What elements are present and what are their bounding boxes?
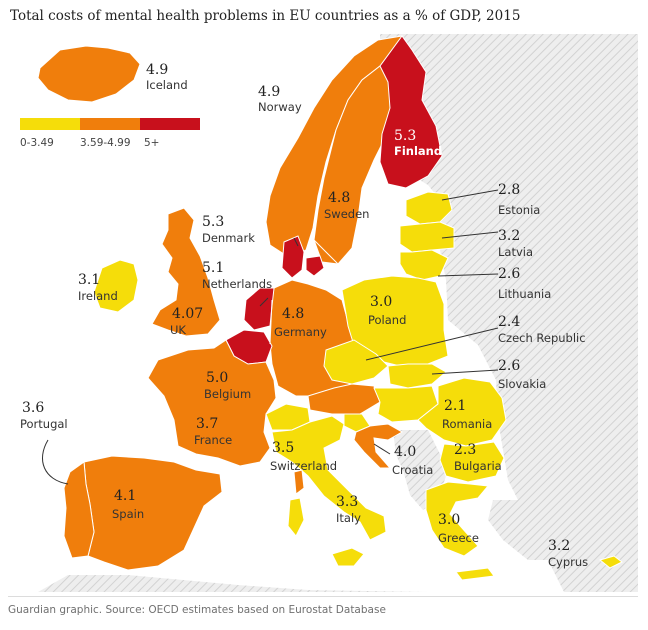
label-ireland-value: 3.1	[78, 272, 100, 288]
map-title: Total costs of mental health problems in…	[10, 8, 521, 24]
country-estonia[interactable]	[405, 191, 453, 225]
country-italy-sardinia[interactable]	[287, 497, 305, 537]
label-sweden-value: 4.8	[328, 190, 350, 206]
country-greece-crete[interactable]	[455, 567, 495, 581]
label-croatia-name: Croatia	[392, 463, 433, 477]
country-latvia[interactable]	[399, 221, 455, 253]
legend-label-mid: 3.59-4.99	[80, 137, 131, 149]
country-spain[interactable]	[83, 455, 223, 571]
label-cyprus-name: Cyprus	[548, 555, 588, 569]
country-slovakia[interactable]	[387, 363, 447, 389]
label-spain-name: Spain	[112, 507, 144, 521]
label-greece-name: Greece	[438, 531, 479, 545]
label-cyprus-value: 3.2	[548, 538, 570, 554]
country-romania[interactable]	[417, 377, 507, 447]
non-eu-turkey	[488, 500, 638, 560]
label-denmark-value: 5.3	[202, 214, 224, 230]
country-italy-sicily[interactable]	[331, 547, 365, 567]
country-finland[interactable]	[379, 35, 443, 189]
legend-swatch-low	[20, 118, 80, 130]
label-poland-name: Poland	[368, 313, 406, 327]
country-bulgaria[interactable]	[439, 441, 505, 483]
label-estonia-name: Estonia	[498, 203, 540, 217]
country-denmark-islands[interactable]	[305, 255, 325, 277]
label-greece-value: 3.0	[438, 512, 460, 528]
label-romania-value: 2.1	[444, 398, 466, 414]
country-iceland[interactable]	[37, 45, 141, 103]
label-estonia-value: 2.8	[498, 182, 520, 198]
source-note: Guardian graphic. Source: OECD estimates…	[8, 596, 638, 616]
map-container: 0-3.49 3.59-4.99 5+ 4.9 Iceland 4.9 Norw…	[8, 34, 638, 592]
legend-swatch-high	[140, 118, 200, 130]
country-sweden[interactable]	[313, 65, 393, 265]
country-cyprus[interactable]	[598, 555, 623, 569]
label-portugal-name: Portugal	[20, 417, 68, 431]
country-ireland[interactable]	[93, 259, 139, 313]
label-denmark-name: Denmark	[202, 231, 255, 245]
legend-swatch-mid	[80, 118, 140, 130]
country-greece[interactable]	[425, 481, 489, 557]
label-ireland-name: Ireland	[78, 289, 118, 303]
label-italy-value: 3.3	[336, 494, 358, 510]
label-bulgaria-value: 2.3	[454, 442, 476, 458]
label-germany-value: 4.8	[282, 306, 304, 322]
country-denmark[interactable]	[281, 235, 305, 279]
label-iceland-value: 4.9	[146, 62, 168, 78]
label-romania-name: Romania	[442, 417, 492, 431]
label-switzerland-value: 3.5	[272, 440, 294, 456]
label-bulgaria-name: Bulgaria	[454, 459, 502, 473]
country-france[interactable]	[147, 339, 277, 467]
country-france-corsica[interactable]	[293, 469, 305, 495]
label-slovakia-name: Slovakia	[498, 377, 546, 391]
label-iceland-name: Iceland	[146, 78, 188, 92]
label-uk-name: UK	[170, 323, 186, 337]
label-spain-value: 4.1	[114, 488, 136, 504]
country-czech[interactable]	[323, 339, 389, 385]
label-czech-value: 2.4	[498, 314, 520, 330]
label-lithuania-name: Lithuania	[498, 287, 551, 301]
non-eu-russia	[380, 34, 638, 592]
label-sweden-name: Sweden	[324, 207, 369, 221]
country-portugal[interactable]	[63, 461, 95, 559]
label-italy-name: Italy	[336, 511, 361, 525]
label-belgium-name: Belgium	[204, 387, 251, 401]
label-poland-value: 3.0	[370, 294, 392, 310]
label-lithuania-value: 2.6	[498, 266, 520, 282]
label-croatia-value: 4.0	[394, 444, 416, 460]
country-netherlands[interactable]	[243, 287, 275, 331]
non-eu-north-africa	[38, 575, 478, 592]
label-finland-value: 5.3	[394, 128, 416, 144]
legend-label-low: 0-3.49	[20, 137, 54, 149]
label-france-name: France	[194, 433, 232, 447]
legend-label-high: 5+	[144, 137, 159, 149]
label-germany-name: Germany	[274, 325, 327, 339]
label-switzerland-name: Switzerland	[270, 459, 337, 473]
europe-map: 0-3.49 3.59-4.99 5+ 4.9 Iceland 4.9 Norw…	[20, 34, 638, 592]
label-norway-name: Norway	[258, 100, 302, 114]
label-uk-value: 4.07	[172, 306, 203, 322]
label-slovakia-value: 2.6	[498, 358, 520, 374]
label-norway-value: 4.9	[258, 84, 280, 100]
label-latvia-value: 3.2	[498, 228, 520, 244]
label-netherlands-value: 5.1	[202, 260, 224, 276]
label-portugal-value: 3.6	[22, 400, 44, 416]
label-belgium-value: 5.0	[206, 370, 228, 386]
label-latvia-name: Latvia	[498, 245, 533, 259]
label-finland-name: Finland	[394, 144, 442, 158]
label-czech-name: Czech Republic	[498, 331, 586, 345]
label-netherlands-name: Netherlands	[202, 277, 272, 291]
label-france-value: 3.7	[196, 416, 218, 432]
country-italy[interactable]	[271, 415, 387, 541]
country-uk[interactable]	[151, 207, 221, 337]
